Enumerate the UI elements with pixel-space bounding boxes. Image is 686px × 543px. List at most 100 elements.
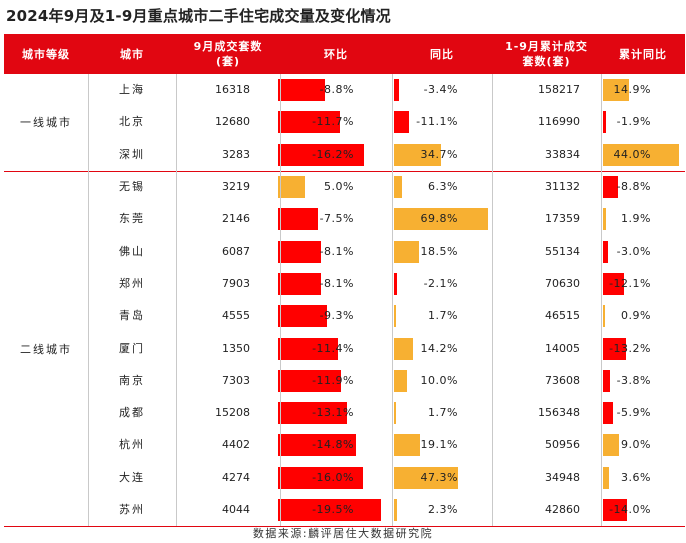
- yoy-value: 47.3%: [420, 470, 458, 484]
- mom-value: -7.5%: [319, 212, 354, 226]
- ytd-volume: 33834: [545, 147, 580, 161]
- sep-volume: 7903: [222, 276, 250, 290]
- ytd-volume: 34948: [545, 470, 580, 484]
- mom-bar: [278, 176, 305, 199]
- mom-bar: [278, 111, 340, 134]
- yoy-value: 10.0%: [420, 373, 458, 387]
- mom-value: 5.0%: [324, 180, 354, 194]
- city-name: 上海: [119, 83, 145, 97]
- sep-volume: 3219: [222, 180, 250, 194]
- yoy-value: 2.3%: [428, 503, 458, 517]
- mom-value: -14.8%: [312, 438, 354, 452]
- column-divider: [88, 74, 89, 527]
- ytd-volume: 156348: [538, 406, 580, 420]
- ytd-yoy-bar: [603, 111, 607, 134]
- ytd-yoy-value: -3.0%: [616, 244, 651, 258]
- sep-volume: 16318: [215, 83, 250, 97]
- ytd-yoy-value: 14.9%: [613, 83, 651, 97]
- mom-bar: [278, 337, 339, 360]
- ytd-yoy-value: -5.9%: [616, 406, 651, 420]
- yoy-value: 19.1%: [420, 438, 458, 452]
- city-name: 郑州: [119, 276, 145, 290]
- yoy-bar: [394, 240, 419, 263]
- yoy-bar: [394, 176, 403, 199]
- ytd-yoy-bar: [603, 79, 629, 102]
- yoy-bar: [394, 143, 441, 166]
- sep-volume: 6087: [222, 244, 250, 258]
- yoy-value: 1.7%: [428, 309, 458, 323]
- city-name: 成都: [119, 406, 145, 420]
- ytd-yoy-value: -14.0%: [609, 503, 651, 517]
- ytd-yoy-value: 1.9%: [621, 212, 651, 226]
- table-row: 深圳 3283 33834 -16.2% 34.7% 44.0%: [88, 141, 685, 169]
- city-name: 深圳: [119, 147, 145, 161]
- ytd-volume: 14005: [545, 341, 580, 355]
- header-ytd-volume-line2: 套数(套): [522, 55, 571, 68]
- yoy-bar: [394, 402, 397, 425]
- ytd-volume: 73608: [545, 373, 580, 387]
- city-name: 苏州: [119, 503, 145, 517]
- ytd-yoy-value: -3.8%: [616, 373, 651, 387]
- yoy-value: 6.3%: [428, 180, 458, 194]
- group-divider: [4, 526, 685, 528]
- table-row: 青岛 4555 46515 -9.3% 1.7% 0.9%: [88, 302, 685, 330]
- mom-value: -8.8%: [319, 83, 354, 97]
- ytd-yoy-bar: [603, 434, 619, 457]
- page-title: 2024年9月及1-9月重点城市二手住宅成交量及变化情况: [6, 7, 391, 25]
- mom-value: -19.5%: [312, 503, 354, 517]
- ytd-yoy-value: 3.6%: [621, 470, 651, 484]
- city-name: 大连: [119, 470, 145, 484]
- column-divider: [176, 74, 177, 527]
- table-row: 成都 15208 156348 -13.1% 1.7% -5.9%: [88, 399, 685, 427]
- table-header: 城市等级 城市 9月成交套数 (套) 环比 同比 1-9月累计成交 套数(套) 累计…: [4, 34, 685, 74]
- column-divider: [492, 74, 493, 527]
- yoy-value: 34.7%: [420, 147, 458, 161]
- ytd-yoy-bar: [603, 240, 609, 263]
- table-row: 杭州 4402 50956 -14.8% 19.1% 9.0%: [88, 431, 685, 459]
- yoy-value: 69.8%: [420, 212, 458, 226]
- column-divider: [601, 74, 602, 527]
- city-name: 厦门: [119, 341, 145, 355]
- table-row: 大连 4274 34948 -16.0% 47.3% 3.6%: [88, 464, 685, 492]
- city-name: 青岛: [119, 309, 145, 323]
- mom-bar: [278, 208, 318, 231]
- sep-volume: 15208: [215, 406, 250, 420]
- mom-bar: [278, 402, 348, 425]
- ytd-yoy-bar: [603, 272, 624, 295]
- header-sep-volume: 9月成交套数 (套): [176, 34, 280, 74]
- mom-value: -8.1%: [319, 244, 354, 258]
- city-name: 佛山: [119, 244, 145, 258]
- ytd-yoy-bar: [603, 208, 607, 231]
- header-tier: 城市等级: [22, 47, 70, 61]
- mom-value: -11.9%: [312, 373, 354, 387]
- header-ytd-yoy: 累计同比: [619, 47, 667, 61]
- yoy-value: 18.5%: [420, 244, 458, 258]
- ytd-yoy-value: -13.2%: [609, 341, 651, 355]
- yoy-value: -11.1%: [416, 115, 458, 129]
- yoy-bar: [394, 79, 399, 102]
- mom-bar: [278, 272, 321, 295]
- ytd-yoy-bar: [603, 369, 610, 392]
- mom-bar: [278, 499, 382, 522]
- yoy-bar: [394, 466, 458, 489]
- ytd-yoy-bar: [603, 305, 605, 328]
- yoy-bar: [394, 337, 414, 360]
- sep-volume: 4555: [222, 309, 250, 323]
- table-row: 东莞 2146 17359 -7.5% 69.8% 1.9%: [88, 205, 685, 233]
- ytd-yoy-value: 9.0%: [621, 438, 651, 452]
- table-row: 南京 7303 73608 -11.9% 10.0% -3.8%: [88, 367, 685, 395]
- mom-value: -9.3%: [319, 309, 354, 323]
- table-row: 郑州 7903 70630 -8.1% -2.1% -12.1%: [88, 270, 685, 298]
- column-divider: [280, 74, 281, 527]
- yoy-bar: [394, 208, 488, 231]
- yoy-bar: [394, 305, 397, 328]
- yoy-value: -2.1%: [423, 276, 458, 290]
- table-row: 上海 16318 158217 -8.8% -3.4% 14.9%: [88, 76, 685, 104]
- ytd-yoy-value: -12.1%: [609, 276, 651, 290]
- ytd-volume: 42860: [545, 503, 580, 517]
- mom-bar: [278, 240, 321, 263]
- sep-volume: 7303: [222, 373, 250, 387]
- ytd-volume: 50956: [545, 438, 580, 452]
- yoy-value: 1.7%: [428, 406, 458, 420]
- yoy-bar: [394, 369, 408, 392]
